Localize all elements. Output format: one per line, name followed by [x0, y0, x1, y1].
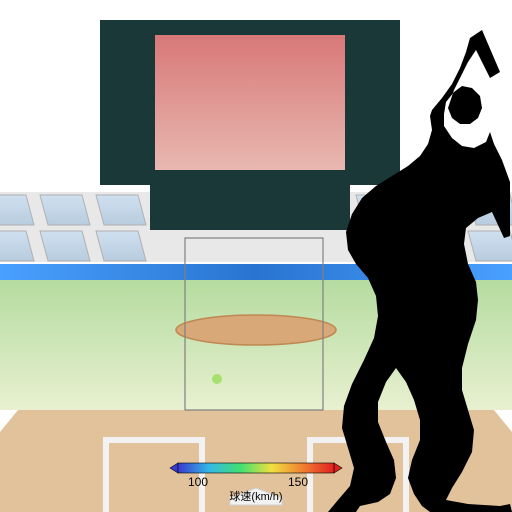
scoreboard-screen — [155, 35, 345, 170]
legend-label: 球速(km/h) — [229, 489, 282, 503]
pitchers-mound — [176, 315, 336, 345]
stands-panel — [40, 231, 90, 261]
stands-panel — [40, 195, 90, 225]
legend-colorbar — [178, 463, 334, 473]
stands-panel — [96, 231, 146, 261]
legend-tick: 150 — [288, 475, 308, 489]
pitch-point — [212, 374, 222, 384]
stands-panel — [96, 195, 146, 225]
scoreboard-base — [150, 185, 350, 230]
legend-tick: 100 — [188, 475, 208, 489]
